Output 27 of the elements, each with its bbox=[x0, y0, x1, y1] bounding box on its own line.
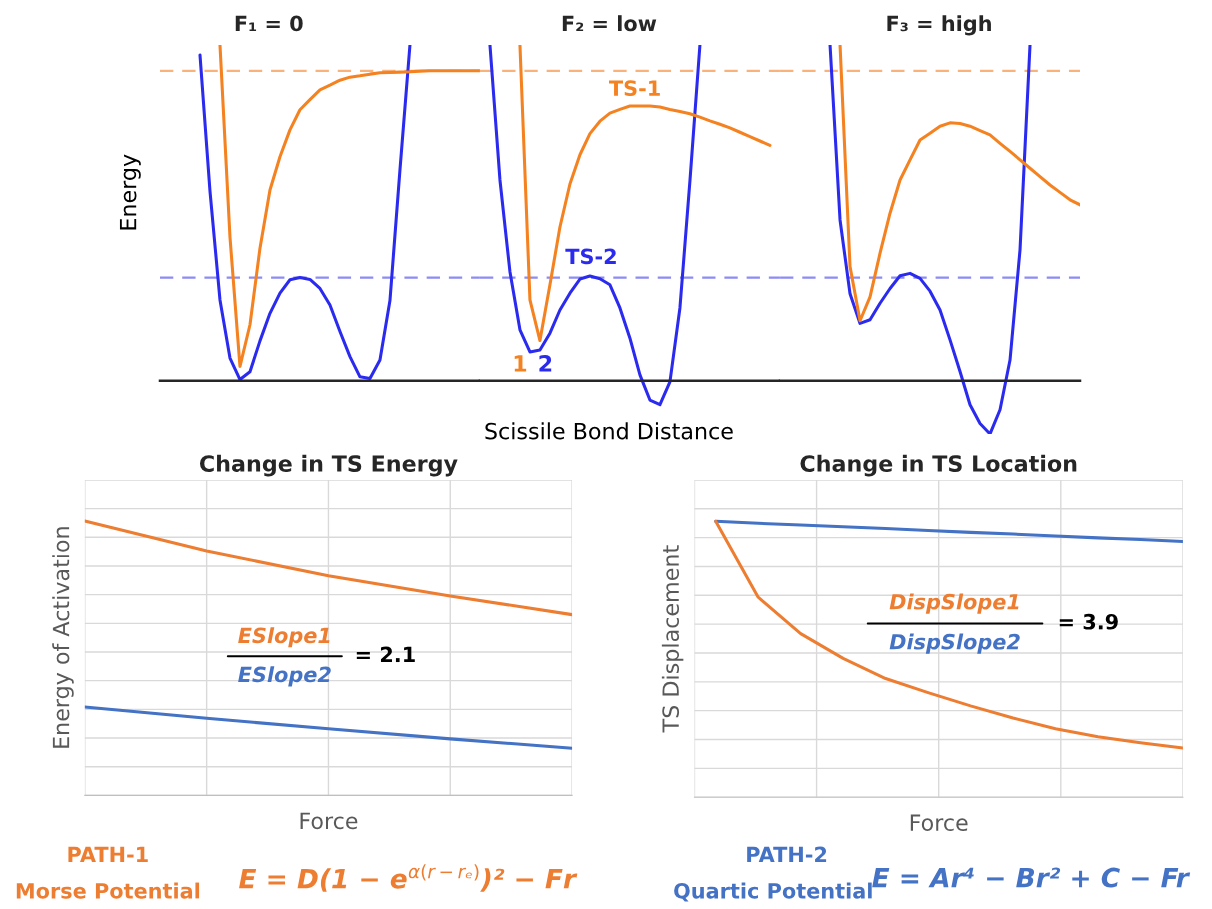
annotation: = 3.9 bbox=[1059, 613, 1118, 630]
text: E = D(1 − e$^{α(r−rₑ)}$)² − Fr bbox=[239, 864, 578, 892]
annotation: 2 bbox=[539, 355, 552, 372]
annotation: TS-2 bbox=[565, 248, 616, 265]
annotation: = 2.1 bbox=[356, 646, 415, 663]
text: Morse Potential bbox=[16, 882, 200, 899]
text: Quartic Potential bbox=[674, 882, 872, 902]
chart-title: Change in TS Location bbox=[800, 454, 1077, 477]
text: PATH-2 bbox=[747, 846, 827, 863]
annotation: ESlope1 bbox=[238, 627, 330, 648]
x-axis-title: Scissile Bond Distance bbox=[485, 422, 733, 440]
text: PATH-1 bbox=[68, 846, 148, 863]
chart-title: F₃ = high bbox=[887, 15, 991, 36]
x-axis-title: Force bbox=[910, 814, 968, 832]
annotation: DispSlope1 bbox=[889, 593, 1019, 614]
annotation: TS-1 bbox=[609, 80, 660, 97]
y-axis-title: Energy bbox=[119, 154, 141, 230]
text: E = Ar⁴ − Br² + C − Fr bbox=[872, 867, 1191, 888]
annotation: 1 bbox=[514, 355, 527, 372]
y-axis-title: TS Displacement bbox=[661, 545, 684, 733]
annotation: DispSlope2 bbox=[889, 633, 1020, 654]
x-axis-title: Force bbox=[300, 812, 358, 830]
chart-title: F₁ = 0 bbox=[235, 15, 303, 32]
annotation: ESlope2 bbox=[238, 666, 331, 687]
chart-title: Change in TS Energy bbox=[199, 454, 458, 477]
y-axis-title: Energy of Activation bbox=[52, 527, 74, 748]
chart-title: F₂ = low bbox=[562, 15, 657, 32]
